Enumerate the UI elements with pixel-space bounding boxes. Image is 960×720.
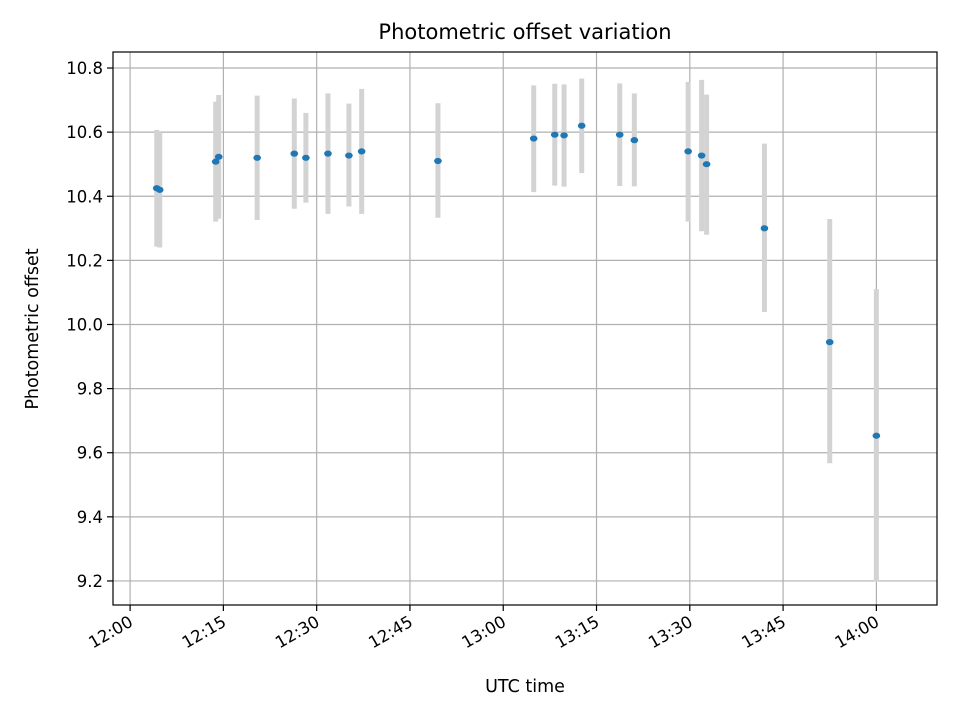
- y-tick-label: 10.4: [66, 187, 103, 206]
- data-point: [684, 148, 692, 155]
- plot-frame: [112, 51, 938, 606]
- plot-area: [113, 52, 937, 605]
- data-point: [702, 161, 711, 168]
- y-tick-label: 9.6: [77, 444, 103, 463]
- y-tick-label: 9.8: [77, 380, 103, 399]
- data-point: [872, 432, 881, 439]
- data-point: [560, 132, 568, 139]
- data-point: [529, 135, 538, 142]
- data-point: [825, 339, 834, 346]
- data-points: [152, 122, 881, 439]
- data-point: [615, 131, 624, 138]
- data-point: [357, 148, 366, 155]
- y-tick-label: 10.0: [66, 315, 103, 334]
- y-tick-label: 9.2: [77, 572, 103, 591]
- y-tick-label: 10.8: [66, 59, 103, 78]
- data-point: [577, 122, 586, 129]
- data-point: [760, 225, 769, 232]
- data-point: [324, 150, 332, 157]
- data-point: [345, 152, 353, 159]
- x-axis-label: UTC time: [485, 677, 565, 697]
- data-point: [211, 158, 220, 165]
- chart-title: Photometric offset variation: [378, 20, 671, 44]
- y-tick-label: 10.2: [66, 251, 103, 270]
- y-axis-label: Photometric offset: [23, 248, 43, 409]
- data-point: [155, 186, 164, 193]
- data-point: [214, 153, 223, 160]
- data-point: [253, 154, 261, 161]
- data-point: [290, 150, 299, 157]
- y-tick-label: 9.4: [77, 508, 103, 527]
- data-point: [697, 152, 706, 159]
- data-point: [302, 154, 310, 161]
- y-axis-ticks: 9.2 9.4 9.6 9.8 10.0 10.2 10.4 10.6 10.8: [66, 59, 113, 591]
- data-point: [434, 157, 442, 165]
- data-point: [550, 131, 559, 138]
- grid-lines: [113, 52, 937, 605]
- data-point: [630, 137, 639, 144]
- y-tick-label: 10.6: [66, 123, 103, 142]
